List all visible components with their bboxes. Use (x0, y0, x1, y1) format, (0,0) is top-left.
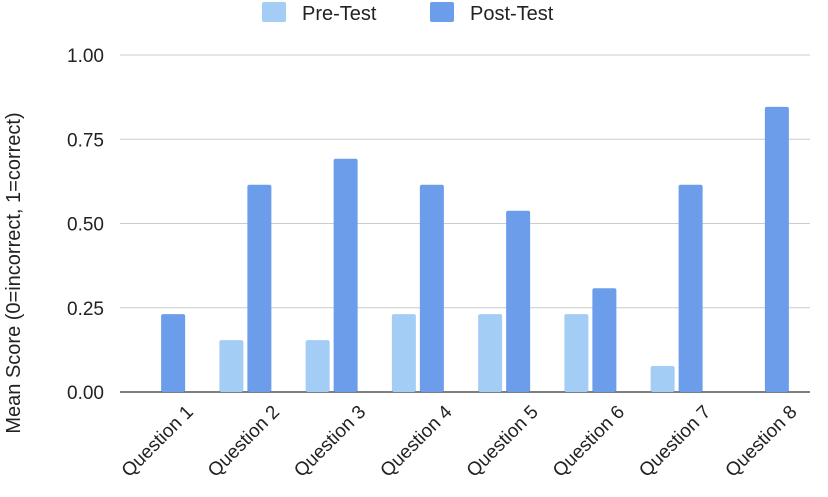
x-axis-ticks: Question 1 Question 2 Question 3 Question 4… (118, 401, 802, 481)
bars (161, 106, 789, 392)
x-tick-label: Question 4 (377, 401, 457, 481)
bar-post-test-7 (678, 184, 703, 392)
legend-label: Pre-Test (302, 3, 377, 25)
x-tick-label: Question 7 (635, 402, 715, 482)
bar-post-test-6 (592, 288, 617, 392)
bar-post-test-4 (419, 184, 444, 392)
x-tick-label: Question 6 (549, 402, 629, 482)
bar-post-test-3 (333, 158, 358, 392)
y-axis-ticks: 0.00 0.25 0.50 0.75 1.00 (67, 46, 104, 404)
x-tick-label: Question 5 (463, 402, 543, 482)
bar-pre-test-6 (564, 314, 589, 392)
bar-pre-test-4 (391, 314, 416, 392)
bar-pre-test-3 (305, 340, 330, 392)
bar-post-test-8 (764, 106, 789, 392)
bar-pre-test-7 (650, 366, 675, 392)
bar-post-test-1 (161, 314, 186, 392)
x-tick-label: Question 2 (204, 402, 284, 482)
y-axis-label: Mean Score (0=incorrect, 1=correct) (3, 112, 25, 433)
bar-pre-test-5 (478, 314, 503, 392)
legend-swatch (262, 2, 286, 22)
bar-post-test-5 (506, 210, 531, 392)
x-tick-label: Question 3 (290, 402, 370, 482)
bar-pre-test-2 (219, 340, 244, 392)
y-tick-label: 0.50 (67, 215, 104, 236)
y-tick-label: 0.00 (67, 383, 104, 404)
bar-post-test-2 (247, 184, 272, 392)
x-tick-label: Question 1 (118, 402, 198, 482)
y-tick-label: 0.25 (67, 299, 104, 320)
x-tick-label: Question 8 (722, 402, 802, 482)
y-tick-label: 0.75 (67, 130, 104, 151)
legend: Pre-Test Post-Test (262, 2, 554, 25)
legend-swatch (430, 2, 454, 22)
y-tick-label: 1.00 (67, 46, 104, 67)
legend-label: Post-Test (470, 3, 554, 25)
